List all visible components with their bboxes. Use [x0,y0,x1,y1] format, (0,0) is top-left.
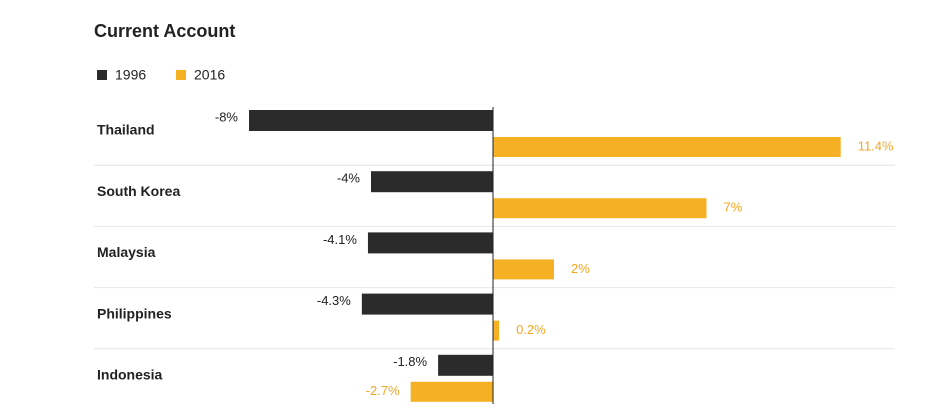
category-label: Thailand [97,122,155,138]
legend-label: 1996 [115,67,146,83]
category-label: South Korea [97,183,180,199]
bar [361,293,493,315]
value-label: -2.7% [366,383,400,398]
value-label: -1.8% [393,354,427,369]
category-label: Indonesia [97,367,163,383]
bar [493,137,841,157]
bar [410,381,493,402]
value-label: 7% [724,200,743,215]
value-label: -4.3% [317,293,351,308]
bar [493,320,500,341]
value-label: -4% [337,171,361,186]
value-label: 2% [571,261,590,276]
legend-label: 2016 [194,67,225,83]
bar [249,110,493,131]
chart-title: Current Account [94,21,235,41]
legend-swatch [97,70,107,80]
bar [367,232,493,254]
category-label: Malaysia [97,244,156,260]
bar [438,354,493,376]
bar [371,171,493,193]
bar [493,198,707,219]
legend-swatch [176,70,186,80]
value-label: -8% [215,109,239,124]
value-label: 0.2% [516,322,546,337]
bar [493,259,554,280]
category-label: Philippines [97,305,172,321]
value-label: -4.1% [323,232,357,247]
value-label: 11.4% [858,138,894,153]
